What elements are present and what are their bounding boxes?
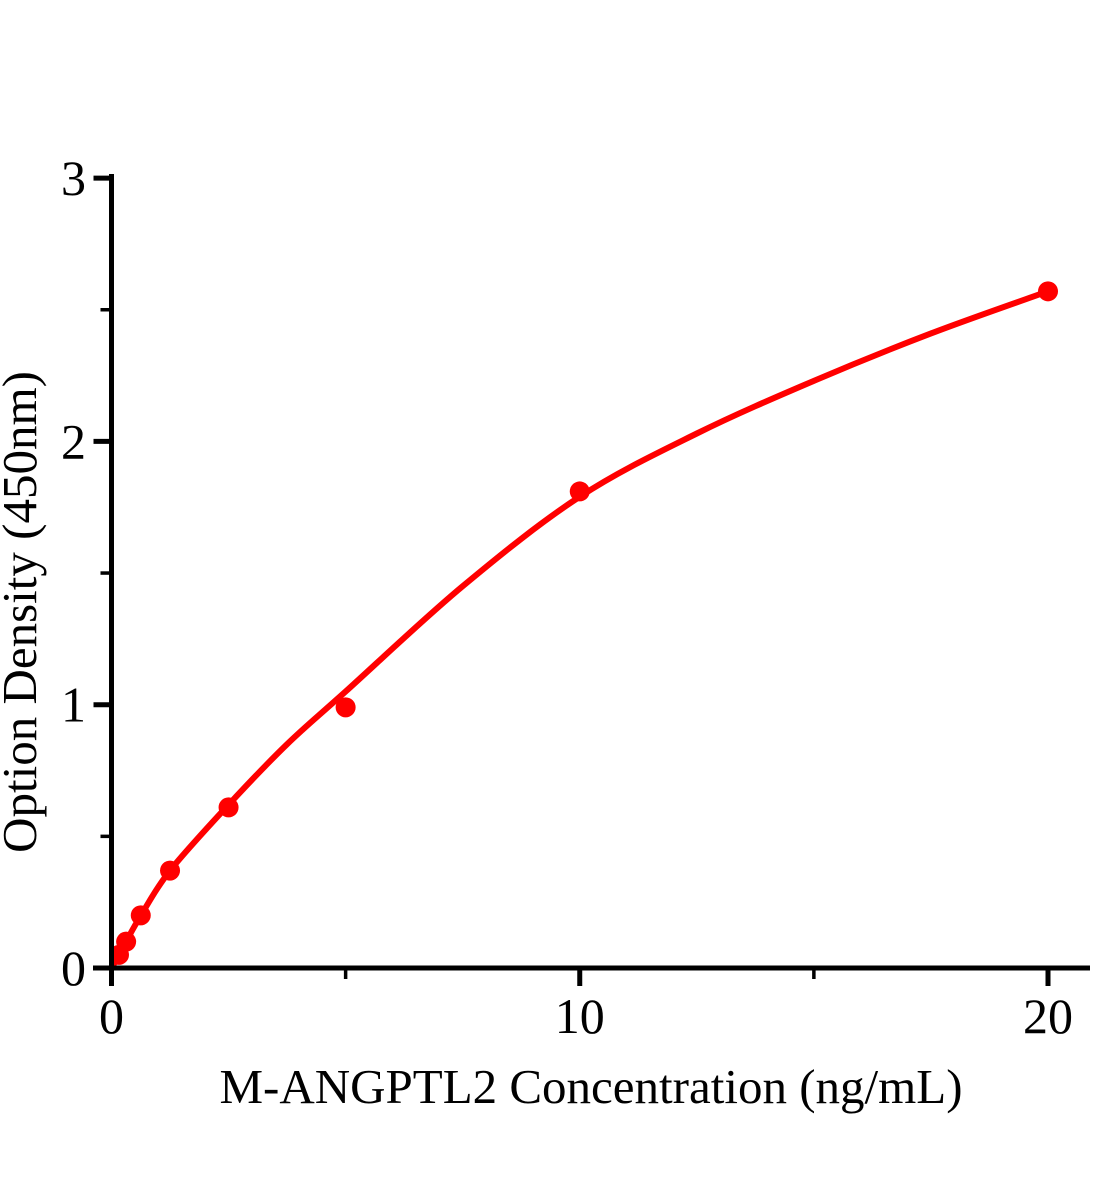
tick-labels-layer: 0 1 2 3 0 10 20 xyxy=(61,150,1073,1044)
fit-curve xyxy=(110,288,1051,968)
y-tick-label: 3 xyxy=(61,150,86,206)
data-points-layer xyxy=(108,281,1058,965)
data-point xyxy=(160,860,181,881)
x-tick-label: 20 xyxy=(1023,988,1073,1044)
data-point xyxy=(1038,281,1058,302)
data-point xyxy=(116,931,137,952)
x-tick-label: 0 xyxy=(99,988,124,1044)
x-axis-title: M-ANGPTL2 Concentration (ng/mL) xyxy=(219,1059,962,1114)
y-tick-label: 0 xyxy=(61,940,86,996)
data-point xyxy=(130,905,151,926)
axes-layer xyxy=(93,174,1090,984)
y-tick-label: 1 xyxy=(61,677,86,733)
y-axis-title: Option Density (450nm) xyxy=(0,371,47,853)
x-tick-label: 10 xyxy=(555,988,605,1044)
data-point xyxy=(218,797,239,818)
data-point xyxy=(569,481,590,502)
y-tick-label: 2 xyxy=(61,413,86,469)
tick-marks-layer xyxy=(93,175,1051,986)
data-point xyxy=(335,697,356,718)
fit-curve-layer xyxy=(110,288,1051,968)
